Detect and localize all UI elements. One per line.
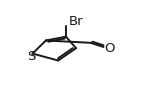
Text: Br: Br xyxy=(69,15,83,28)
Text: S: S xyxy=(27,50,36,63)
Text: O: O xyxy=(104,42,115,56)
